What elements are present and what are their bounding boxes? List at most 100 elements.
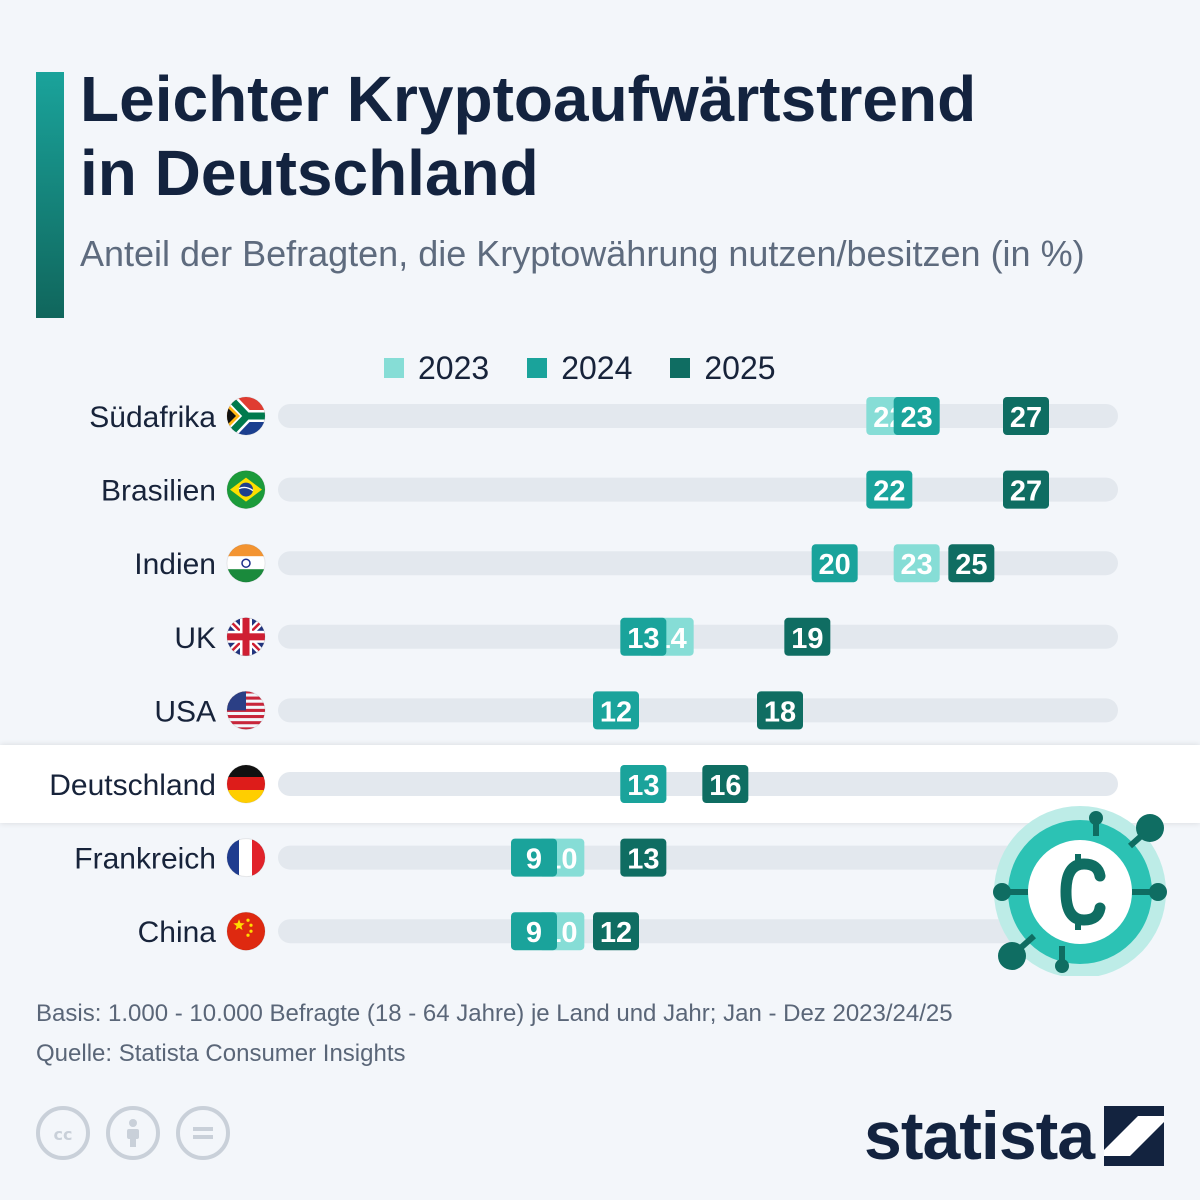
chart-title: Leichter Kryptoaufwärtstrend in Deutschl… bbox=[80, 62, 1160, 210]
marker-box-deutschland-2025 bbox=[702, 765, 749, 803]
title-accent-bar bbox=[36, 72, 64, 318]
marker-box-china-2024 bbox=[511, 912, 557, 951]
marker-china-2025: 12 bbox=[593, 912, 639, 951]
marker-box-usa-2024 bbox=[593, 691, 639, 730]
marker-uk-2024: 13 bbox=[620, 617, 667, 656]
legend-swatch-2025 bbox=[670, 358, 691, 378]
row-china: China 109 12 bbox=[138, 912, 1118, 951]
data-label-frankreich-2024: 9 bbox=[526, 844, 542, 876]
flag-france-icon bbox=[226, 838, 266, 878]
row-frankreich: Frankreich 109 13 bbox=[74, 838, 1118, 877]
data-label-indien-2025: 25 bbox=[955, 549, 987, 581]
row-indien: Indien 23 20 25 bbox=[134, 544, 1118, 583]
data-label-suedafrika-2024: 23 bbox=[901, 402, 933, 434]
marker-box-usa-2025 bbox=[757, 691, 803, 730]
marker-box-uk-2025 bbox=[784, 617, 831, 656]
marker-indien-2023: 23 bbox=[893, 544, 940, 583]
data-label-china-2025: 12 bbox=[600, 917, 632, 949]
data-label-indien-2024: 20 bbox=[819, 549, 851, 581]
chart-subtitle: Anteil der Befragten, die Kryptowährung … bbox=[80, 233, 1085, 274]
marker-frankreich-2025: 13 bbox=[620, 838, 667, 877]
legend-label-2025: 2025 bbox=[704, 349, 776, 386]
data-label-frankreich-2025: 13 bbox=[627, 844, 659, 876]
flag-uk-icon bbox=[226, 617, 266, 657]
flag-germany-icon bbox=[226, 764, 266, 804]
marker-box-suedafrika-2025 bbox=[1003, 397, 1049, 435]
marker-brasilien-2025: 27 bbox=[1003, 470, 1049, 509]
marker-box-indien-2023 bbox=[893, 544, 940, 583]
data-label-usa-2025: 18 bbox=[764, 696, 796, 728]
category-label-china: China bbox=[138, 916, 217, 949]
marker-deutschland-2025: 16 bbox=[702, 765, 749, 803]
track-deutschland bbox=[278, 772, 1118, 796]
data-label-suedafrika-2025: 27 bbox=[1010, 402, 1042, 434]
legend-item-2024: 2024 bbox=[527, 350, 632, 387]
legend-item-2023: 2023 bbox=[384, 350, 489, 387]
flag-china-icon bbox=[226, 911, 266, 951]
marker-box-china-2025 bbox=[593, 912, 639, 951]
track-suedafrika bbox=[278, 404, 1118, 428]
marker-box-uk-2024 bbox=[620, 617, 667, 656]
title-line-1: Leichter Kryptoaufwärtstrend bbox=[80, 63, 977, 135]
row-deutschland: Deutschland131316 bbox=[49, 765, 1118, 803]
data-label-deutschland-2025: 16 bbox=[709, 770, 741, 802]
marker-uk-2025: 19 bbox=[784, 617, 831, 656]
marker-china-2024: 9 bbox=[511, 912, 557, 951]
legend-label-2023: 2023 bbox=[418, 349, 490, 386]
category-label-deutschland: Deutschland bbox=[49, 769, 216, 802]
by-icon[interactable] bbox=[106, 1106, 160, 1160]
marker-deutschland-2024: 13 bbox=[620, 765, 667, 803]
marker-box-brasilien-2024 bbox=[866, 470, 913, 509]
data-label-deutschland-2024: 13 bbox=[627, 770, 659, 802]
marker-box-frankreich-2024 bbox=[511, 838, 557, 877]
flag-brazil-icon bbox=[226, 470, 266, 510]
data-label-usa-2024: 12 bbox=[600, 696, 632, 728]
data-label-uk-2024: 13 bbox=[627, 623, 659, 655]
marker-box-frankreich-2025 bbox=[620, 838, 667, 877]
marker-box-indien-2024 bbox=[811, 544, 858, 583]
marker-usa-2025: 18 bbox=[757, 691, 803, 730]
marker-suedafrika-2025: 27 bbox=[1003, 397, 1049, 435]
data-label-indien-2023: 23 bbox=[901, 549, 933, 581]
legend: 2023 2024 2025 bbox=[384, 346, 776, 390]
data-label-china-2024: 9 bbox=[526, 917, 542, 949]
legend-item-2025: 2025 bbox=[670, 349, 776, 387]
marker-indien-2025: 25 bbox=[948, 544, 995, 583]
svg-text:cc: cc bbox=[54, 1125, 73, 1144]
marker-box-indien-2025 bbox=[948, 544, 995, 583]
data-label-uk-2025: 19 bbox=[791, 623, 823, 655]
row-brasilien: Brasilien272227 bbox=[101, 470, 1118, 509]
track-china bbox=[278, 919, 1118, 944]
track-brasilien bbox=[278, 477, 1118, 502]
marker-usa-2024: 12 bbox=[593, 691, 639, 730]
category-label-indien: Indien bbox=[134, 548, 216, 581]
row-usa: USA181218 bbox=[154, 691, 1118, 730]
category-label-usa: USA bbox=[154, 695, 216, 728]
track-frankreich bbox=[278, 845, 1118, 870]
marker-box-suedafrika-2024 bbox=[893, 397, 940, 435]
crypto-coin-icon bbox=[993, 806, 1167, 976]
statista-logo-icon[interactable] bbox=[1104, 1106, 1164, 1166]
track-uk bbox=[278, 624, 1118, 649]
marker-suedafrika-2024: 23 bbox=[893, 397, 940, 435]
category-label-uk: UK bbox=[174, 622, 216, 655]
category-label-frankreich: Frankreich bbox=[74, 843, 216, 876]
category-label-brasilien: Brasilien bbox=[101, 475, 216, 508]
brand-wordmark[interactable]: statista bbox=[864, 1098, 1095, 1174]
data-label-brasilien-2025: 27 bbox=[1010, 476, 1042, 508]
cc-icon[interactable]: cc bbox=[36, 1106, 90, 1160]
flag-usa-icon bbox=[226, 690, 266, 730]
legend-label-2024: 2024 bbox=[561, 349, 633, 386]
marker-frankreich-2024: 9 bbox=[511, 838, 557, 877]
footnote-basis: Basis: 1.000 - 10.000 Befragte (18 - 64 … bbox=[36, 1000, 953, 1027]
flag-india-icon bbox=[226, 543, 266, 583]
legend-swatch-2024 bbox=[527, 358, 548, 378]
flag-south-africa-icon bbox=[226, 396, 266, 436]
category-label-suedafrika: Südafrika bbox=[89, 401, 216, 434]
nd-icon[interactable] bbox=[176, 1106, 230, 1160]
marker-box-deutschland-2024 bbox=[620, 765, 667, 803]
footnote-source: Quelle: Statista Consumer Insights bbox=[36, 1040, 406, 1067]
marker-box-brasilien-2025 bbox=[1003, 470, 1049, 509]
license-icons: cc bbox=[36, 1106, 230, 1160]
